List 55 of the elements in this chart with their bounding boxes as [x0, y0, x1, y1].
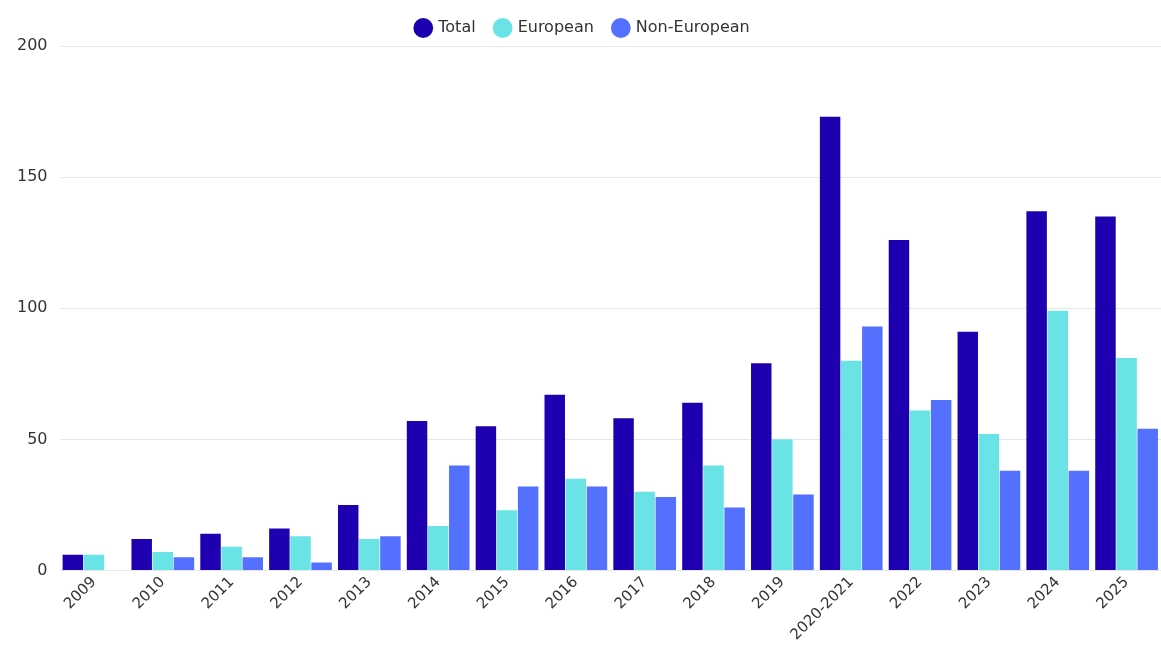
- bar: [1068, 470, 1090, 570]
- bar: [475, 426, 497, 570]
- bar: [544, 394, 565, 570]
- bar: [957, 331, 979, 570]
- bar: [221, 546, 242, 570]
- y-tick-label: 100: [16, 297, 48, 317]
- bar: [613, 418, 634, 570]
- bar: [1026, 211, 1047, 570]
- bar: [269, 528, 290, 570]
- bar: [406, 420, 428, 570]
- bar: [173, 557, 195, 570]
- bar: [1116, 358, 1137, 570]
- bar: [909, 410, 931, 570]
- bar: [978, 434, 1000, 570]
- bar: [634, 491, 655, 570]
- bar: [449, 465, 470, 570]
- bar: [819, 116, 841, 570]
- bar: [337, 504, 359, 570]
- bar: [999, 470, 1021, 570]
- bar: [152, 552, 174, 570]
- bar: [83, 554, 105, 570]
- bar: [565, 478, 587, 570]
- y-tick-label: 0: [37, 559, 48, 579]
- bar: [586, 486, 608, 570]
- y-tick-label: 150: [16, 166, 48, 186]
- legend-label: Total: [437, 17, 476, 37]
- bar: [840, 360, 862, 570]
- bar: [517, 486, 539, 570]
- bar: [380, 536, 401, 570]
- bar: [131, 538, 152, 570]
- legend-label: European: [517, 17, 594, 37]
- bar: [682, 402, 703, 570]
- bar: [62, 554, 84, 570]
- bar: [724, 507, 745, 570]
- y-tick-label: 50: [27, 428, 48, 448]
- bar: [888, 240, 910, 570]
- bar: [290, 536, 311, 570]
- bar: [751, 363, 772, 570]
- bar: [200, 533, 221, 570]
- bar: [1137, 428, 1158, 570]
- bar: [930, 400, 952, 570]
- bar: [772, 439, 793, 570]
- bar: [359, 538, 380, 570]
- bar: [655, 497, 677, 570]
- bar: [703, 465, 724, 570]
- legend-label: Non-European: [635, 17, 750, 37]
- bar: [496, 510, 518, 570]
- bar: [862, 326, 883, 570]
- y-tick-label: 200: [16, 35, 48, 55]
- bar: [427, 525, 449, 570]
- bar: [311, 562, 332, 570]
- bar: [1047, 310, 1068, 570]
- bar: [793, 494, 814, 570]
- bar: [1095, 216, 1116, 570]
- bar: [242, 557, 263, 570]
